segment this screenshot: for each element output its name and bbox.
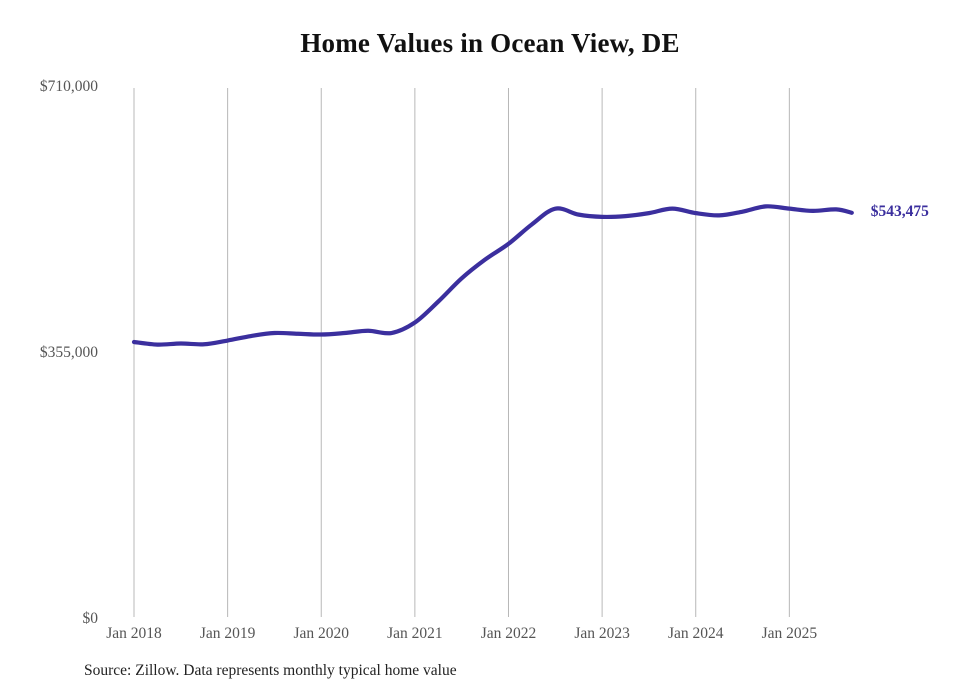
x-tick-label: Jan 2018 bbox=[106, 625, 162, 642]
chart-title: Home Values in Ocean View, DE bbox=[300, 28, 680, 58]
x-tick-label: Jan 2023 bbox=[574, 625, 630, 642]
source-note: Source: Zillow. Data represents monthly … bbox=[84, 662, 457, 679]
y-tick-label: $0 bbox=[82, 610, 99, 627]
x-tick-label: Jan 2025 bbox=[761, 625, 818, 642]
x-tick-label: Jan 2019 bbox=[199, 625, 256, 642]
y-tick-label: $355,000 bbox=[39, 344, 98, 361]
x-tick-label: Jan 2021 bbox=[387, 625, 443, 642]
series-end-value-label: $543,475 bbox=[870, 202, 929, 220]
x-tick-label: Jan 2024 bbox=[667, 625, 724, 642]
gridline-group bbox=[133, 88, 790, 617]
x-tick-label: Jan 2022 bbox=[480, 625, 537, 642]
y-tick-label: $710,000 bbox=[39, 78, 98, 95]
x-tick-label: Jan 2020 bbox=[293, 625, 350, 642]
series-line-typical-home-value bbox=[131, 204, 854, 347]
